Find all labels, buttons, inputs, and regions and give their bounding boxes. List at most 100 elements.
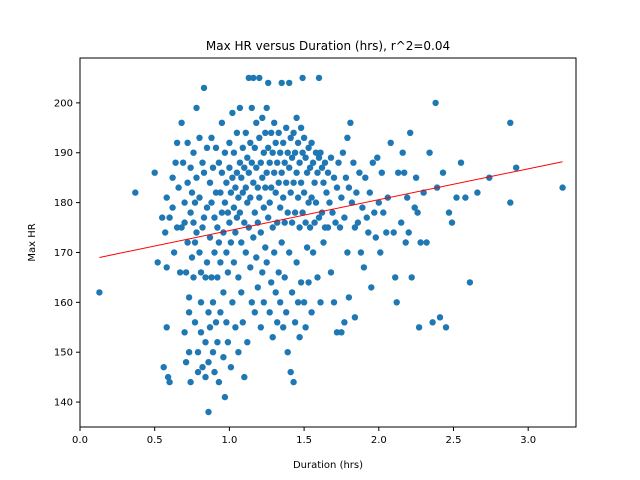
data-point <box>318 209 326 216</box>
data-point <box>353 189 360 196</box>
data-point <box>411 204 418 211</box>
data-point <box>374 154 381 161</box>
data-point <box>203 144 211 151</box>
data-point <box>190 274 197 281</box>
x-tick-label: 2.5 <box>446 435 462 446</box>
data-point <box>281 159 288 166</box>
data-point <box>271 119 278 127</box>
data-point <box>299 149 306 156</box>
data-point <box>335 159 342 166</box>
chart-title: Max HR versus Duration (hrs), r^2=0.04 <box>206 39 450 53</box>
data-point <box>299 74 306 82</box>
data-point <box>172 159 179 166</box>
data-point <box>332 219 339 226</box>
data-point <box>176 269 184 276</box>
data-point <box>442 324 450 331</box>
data-point <box>193 229 200 236</box>
data-point <box>284 149 291 156</box>
data-point <box>326 199 333 206</box>
data-point <box>265 214 272 221</box>
x-tick-label: 0.0 <box>72 435 88 446</box>
data-point <box>299 209 306 216</box>
data-point <box>281 219 288 226</box>
data-point <box>193 104 200 112</box>
data-point <box>256 194 263 201</box>
data-point <box>227 364 235 371</box>
data-point <box>200 169 208 176</box>
data-point <box>330 174 338 181</box>
data-point <box>351 314 359 321</box>
data-point <box>290 129 297 136</box>
data-point <box>432 99 439 107</box>
data-point <box>203 259 211 266</box>
data-point <box>462 194 469 201</box>
y-axis-label: Max HR <box>27 223 38 261</box>
data-point <box>209 349 217 356</box>
data-point <box>308 139 315 146</box>
y-axis-ticks: 140 150 160 170 180 190 200 <box>54 98 80 409</box>
data-point <box>233 214 241 221</box>
data-point <box>221 149 229 156</box>
data-point <box>214 274 221 281</box>
data-point <box>190 149 197 156</box>
data-point <box>173 224 181 231</box>
data-point <box>211 214 218 221</box>
data-point <box>308 194 315 201</box>
data-point <box>220 229 227 236</box>
data-point <box>362 174 369 181</box>
data-point <box>181 219 188 226</box>
data-point <box>203 204 211 211</box>
data-point <box>278 239 285 246</box>
data-point <box>265 144 272 151</box>
data-point <box>185 309 193 316</box>
data-point <box>259 114 266 122</box>
data-point <box>287 134 294 141</box>
data-point <box>205 359 212 366</box>
data-point <box>272 289 279 296</box>
data-point <box>263 169 270 176</box>
data-point <box>350 159 357 166</box>
data-point <box>271 169 278 176</box>
data-point <box>345 294 353 301</box>
data-point <box>220 354 227 361</box>
data-point <box>248 299 255 306</box>
data-point <box>290 179 297 186</box>
data-point <box>371 209 378 216</box>
data-point <box>248 104 255 112</box>
data-point <box>297 179 305 186</box>
data-point <box>218 209 226 216</box>
data-point <box>197 299 205 306</box>
data-point <box>277 204 284 211</box>
y-tick-label: 200 <box>54 98 73 109</box>
data-point <box>169 204 176 211</box>
data-point <box>212 144 220 151</box>
data-point <box>359 204 366 211</box>
data-point <box>248 159 255 166</box>
data-point <box>212 319 220 326</box>
data-point <box>269 334 276 341</box>
data-point <box>290 378 297 386</box>
data-point <box>287 189 294 196</box>
data-point <box>238 239 245 246</box>
data-point <box>262 244 269 251</box>
data-point <box>227 189 235 196</box>
data-point <box>302 154 309 161</box>
data-point <box>309 159 317 166</box>
data-point <box>274 319 281 326</box>
x-tick-label: 0.5 <box>147 435 163 446</box>
data-point <box>182 269 190 276</box>
data-point <box>184 139 191 146</box>
data-point <box>268 184 275 191</box>
data-point <box>303 169 311 176</box>
data-point <box>311 219 318 226</box>
data-point <box>197 329 205 336</box>
x-tick-label: 3.0 <box>520 435 536 446</box>
data-point <box>184 179 191 186</box>
data-point <box>241 219 248 226</box>
data-point <box>184 239 191 246</box>
data-point <box>559 184 566 191</box>
data-point <box>236 209 244 216</box>
data-point <box>199 224 206 231</box>
data-point <box>278 79 285 87</box>
data-point <box>383 229 390 236</box>
